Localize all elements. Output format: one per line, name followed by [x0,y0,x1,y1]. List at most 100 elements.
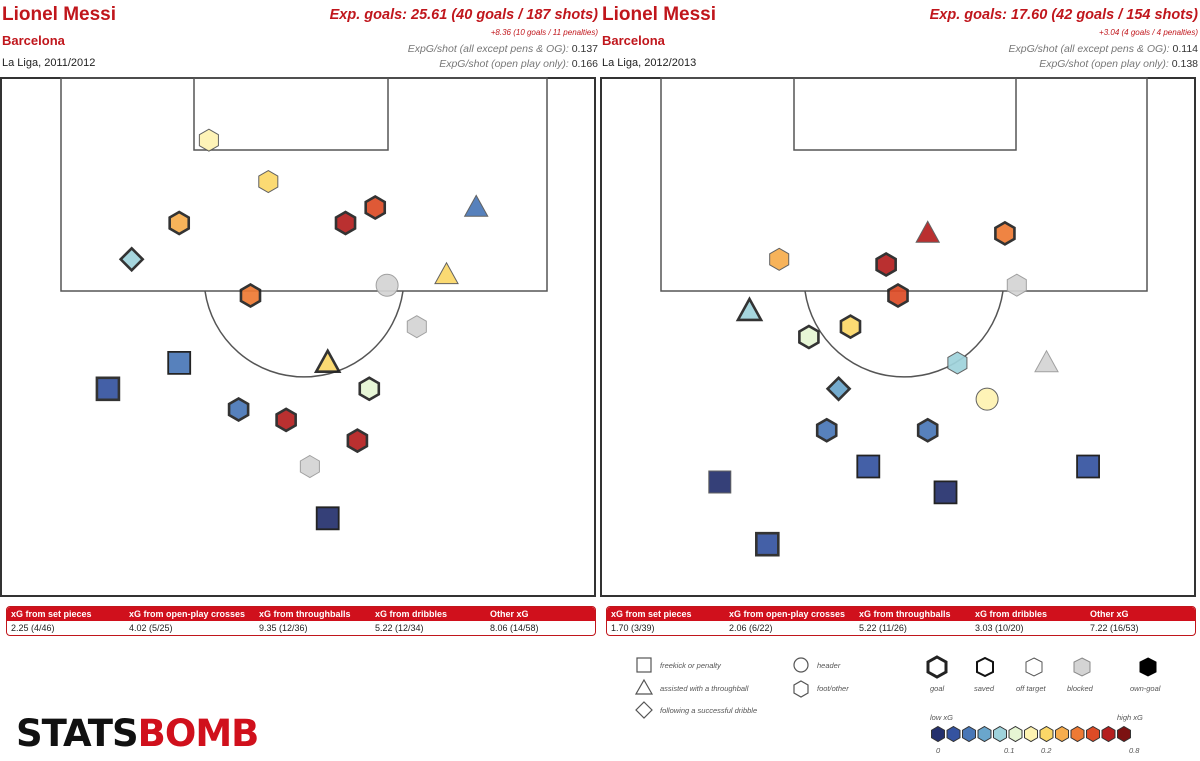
shot-marker [1076,454,1100,479]
diamond-icon [635,701,653,719]
outcome-icons [926,655,1157,679]
shot-marker [334,210,357,236]
expected-goals: Exp. goals: 17.60 (42 goals / 154 shots) [929,7,1198,23]
legend-high-xg: high xG [1117,713,1143,722]
xg-breakdown-table: xG from set pieces xG from open-play cro… [606,606,1196,636]
value-set-pieces: 2.25 (4/46) [11,623,55,633]
value-other: 8.06 (14/58) [490,623,539,633]
scale-swatch [993,725,1007,743]
legend-header: header [817,661,841,670]
legend-saved: saved [974,684,995,693]
legend-freekick: freekick or penalty [660,661,721,670]
player-name: Lionel Messi [602,4,717,25]
xg-breakdown-header: xG from set pieces xG from open-play cro… [607,607,1195,621]
xg-per-shot-open: ExpG/shot (open play only): 0.166 [439,58,598,70]
shot-marker [167,350,192,375]
shot-marker [916,417,939,443]
xg-per-shot-value: 0.114 [1172,43,1199,55]
xg-per-shot: ExpG/shot (all except pens & OG): 0.137 [408,43,598,55]
hexagon-icon [793,680,809,698]
scale-swatch [1117,725,1131,743]
scale-swatch [977,725,992,743]
tick-01: 0.1 [1004,746,1015,755]
xg-breakdown-header: xG from set pieces xG from open-play cro… [7,607,595,621]
legend-low-xg: low xG [930,713,953,722]
player-name: Lionel Messi [2,4,117,25]
legend-goal: goal [930,684,945,693]
season-label: La Liga, 2011/2012 [2,57,96,69]
value-crosses: 2.06 (6/22) [729,623,773,633]
goal-icon [926,655,948,679]
xg-open-value: 0.138 [1171,58,1198,70]
shot-marker [933,480,958,505]
own-goal-icon [1139,657,1157,677]
header-dribbles: xG from dribbles [375,609,448,619]
legend-off-target: off target [1016,684,1046,693]
shot-marker [434,261,459,285]
value-throughballs: 5.22 (11/26) [859,623,907,633]
penalty-xg: +3.04 (4 goals / 4 penalties) [1099,28,1198,37]
header-other: Other xG [490,609,529,619]
scale-swatch [1070,725,1085,743]
team-name: Barcelona [2,33,65,48]
value-dribbles: 3.03 (10/20) [975,623,1024,633]
scale-swatch [1024,725,1038,743]
shot-marker [769,247,790,271]
shot-marker [275,407,297,433]
shot-marker [1034,349,1059,373]
square-icon [636,657,652,673]
header-dribbles: xG from dribbles [975,609,1048,619]
shot-marker [299,454,320,479]
shot-marker [364,194,387,221]
expected-goals: Exp. goals: 25.61 (40 goals / 187 shots) [329,7,598,23]
panel-2012-2013: Lionel Messi Barcelona La Liga, 2012/201… [600,0,1200,761]
legend-foot: foot/other [817,684,849,693]
scale-swatch [1101,725,1116,743]
legend: freekick or penalty assisted with a thro… [600,650,1200,761]
xg-per-shot-value: 0.137 [571,43,598,55]
shot-marker [358,376,381,402]
pitch-outline [600,77,1196,597]
legend-own-goal: own-goal [1130,684,1161,693]
header-throughballs: xG from throughballs [859,609,951,619]
xg-breakdown-row: 2.25 (4/46) 4.02 (5/25) 9.35 (12/36) 5.2… [7,621,595,635]
shot-map [0,77,596,597]
legend-blocked: blocked [1067,684,1093,693]
pitch-outline [0,77,596,597]
xg-per-shot-label: ExpG/shot (all except pens & OG): [1008,43,1170,55]
shot-marker [1006,273,1027,297]
shot-marker [375,273,399,297]
shot-marker [755,531,780,557]
shot-marker [708,470,732,494]
logo-bomb: BOMB [137,712,260,755]
shot-marker [227,397,250,423]
scale-swatch [931,725,945,743]
shot-marker [915,220,941,243]
xg-per-shot: ExpG/shot (all except pens & OG): 0.114 [1009,43,1199,55]
shot-marker [406,315,427,339]
team-name: Barcelona [602,33,665,48]
logo-stats: STATS [16,712,139,755]
shot-marker [239,283,262,309]
shot-marker [975,387,999,411]
scale-swatch [1039,725,1054,743]
value-crosses: 4.02 (5/25) [129,623,173,633]
xg-colour-scale [931,725,1131,743]
shot-marker [198,128,219,152]
scale-swatch [962,725,976,743]
season-label: La Liga, 2012/2013 [602,57,697,69]
tick-02: 0.2 [1041,746,1052,755]
header-other: Other xG [1090,609,1129,619]
header-set-pieces: xG from set pieces [611,609,692,619]
blocked-icon [1073,657,1091,677]
shot-marker [887,283,909,309]
shot-marker [463,194,489,217]
panel-2011-2012: Lionel Messi Barcelona La Liga, 2011/201… [0,4,598,755]
six-yard-box [793,77,1017,151]
tick-08: 0.8 [1129,746,1140,755]
penalty-arc [204,290,404,378]
shot-marker [839,314,862,340]
off-target-icon [1025,657,1043,677]
triangle-icon [634,678,654,695]
shot-marker [258,170,279,194]
